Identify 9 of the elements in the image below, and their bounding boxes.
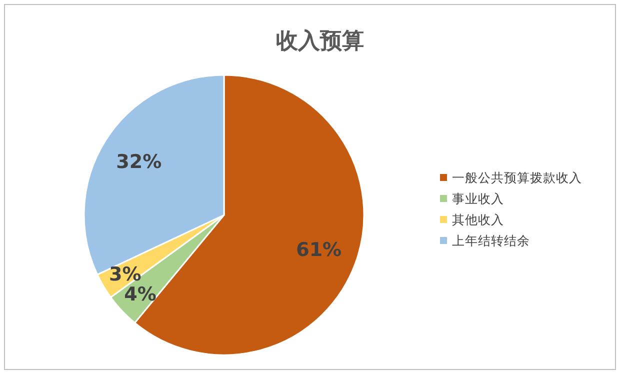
data-label: 4% bbox=[124, 284, 156, 306]
data-label: 61% bbox=[296, 239, 342, 262]
legend-label: 上年结转结余 bbox=[452, 233, 530, 248]
data-label: 3% bbox=[109, 263, 142, 286]
data-label: 32% bbox=[116, 150, 162, 173]
chart-title: 收入预算 bbox=[276, 29, 364, 54]
legend-label: 一般公共预算拨款收入 bbox=[452, 170, 582, 185]
legend-label: 事业收入 bbox=[452, 191, 504, 206]
legend-label: 其他收入 bbox=[452, 212, 504, 227]
